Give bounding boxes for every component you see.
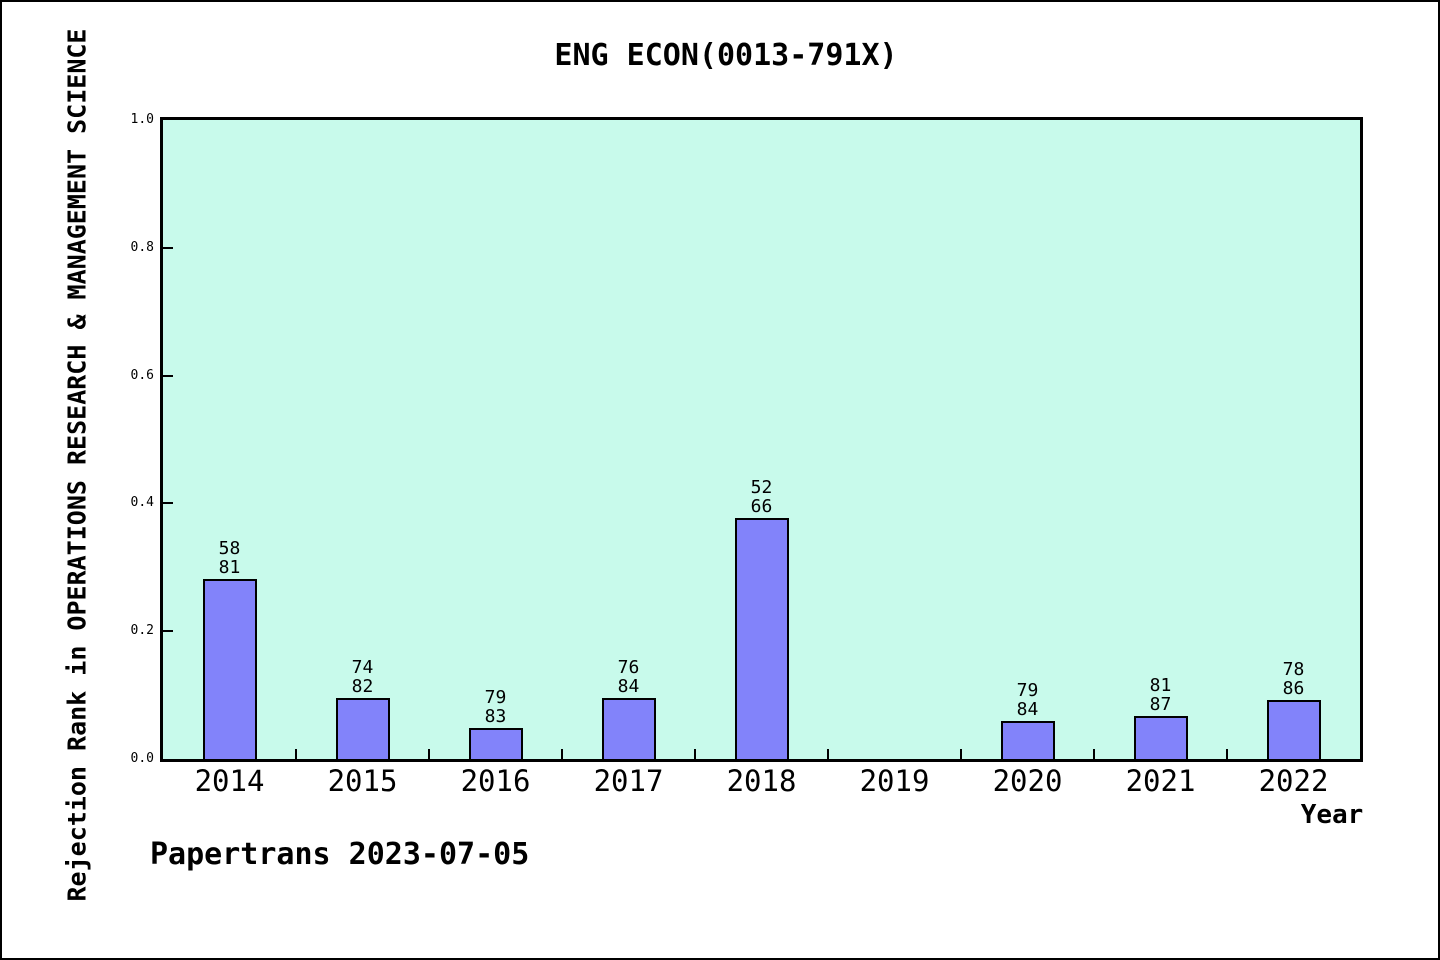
bar-2018 [734,518,789,759]
bar-value-label: 74 82 [351,657,374,697]
y-tick-label: 0.4 [130,495,154,511]
bar-value-label: 76 84 [617,657,640,697]
bar-value-label: 78 86 [1282,659,1305,699]
x-tick-label-2018: 2018 [726,764,797,798]
y-tick-label: 0.2 [130,623,154,639]
plot-area: 58 81 74 82 79 83 76 84 52 66 79 84 81 87 78 86 [160,117,1363,762]
bar-value-label: 81 87 [1149,675,1172,715]
x-tick-mark [295,749,297,759]
y-tick-label: 1.0 [130,112,154,127]
bar-2021 [1133,716,1188,759]
bar-value-label: 79 84 [1016,680,1039,720]
x-tick-mark [827,749,829,759]
bar-value-label: 79 83 [484,687,507,727]
y-tick-label: 0.0 [130,751,154,766]
x-tick-label-2014: 2014 [194,764,265,798]
bar-2022 [1266,700,1321,759]
x-tick-label-2017: 2017 [593,764,664,798]
x-tick-label-2022: 2022 [1258,764,1329,798]
y-tick-mark [163,374,173,377]
x-tick-mark [561,749,563,759]
watermark-text: Papertrans 2023-07-05 [150,837,530,872]
x-tick-label-2020: 2020 [992,764,1063,798]
x-tick-label-2015: 2015 [327,764,398,798]
y-axis-label: Rejection Rank in OPERATIONS RESEARCH & … [62,28,92,902]
y-tick-mark [163,630,173,633]
bar-value-label: 58 81 [218,538,241,578]
y-tick-mark [163,246,173,249]
x-axis-title: Year [1300,800,1364,830]
bar-2020 [1000,721,1055,759]
bar-2017 [601,698,656,759]
bar-2014 [202,579,257,759]
bar-2015 [335,698,390,759]
x-tick-mark [960,749,962,759]
x-tick-label-2021: 2021 [1125,764,1196,798]
x-tick-mark [694,749,696,759]
chart-title: ENG ECON(0013-791X) [554,38,898,73]
y-tick-mark [163,502,173,505]
x-tick-mark [1226,749,1228,759]
bar-value-label: 52 66 [750,477,773,517]
y-tick-label: 0.8 [130,239,154,255]
x-tick-mark [1093,749,1095,759]
x-tick-label-2016: 2016 [460,764,531,798]
x-tick-label-2019: 2019 [859,764,930,798]
x-tick-mark [428,749,430,759]
bar-2016 [468,728,523,759]
y-tick-label: 0.6 [130,367,154,383]
